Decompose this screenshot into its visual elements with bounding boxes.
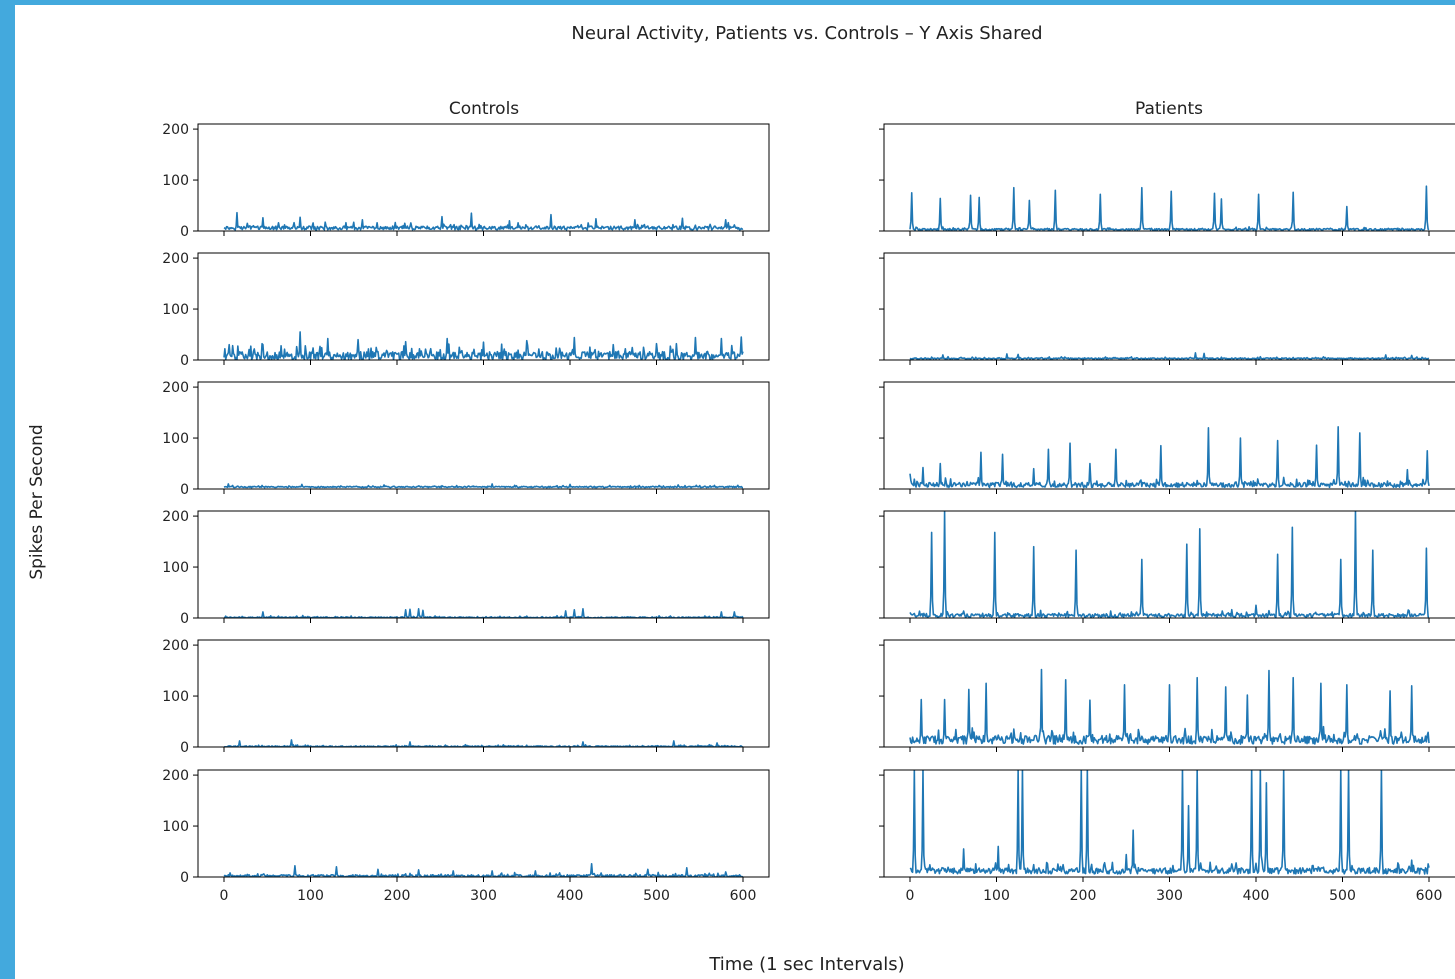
subplot-controls-1: 0 100 200	[162, 122, 770, 240]
column-title-controls: Controls	[449, 99, 519, 119]
y-tick-label: 100	[162, 173, 189, 189]
subplot-patients-5	[879, 639, 1455, 752]
axes-frame	[883, 639, 1455, 748]
subplot-controls-4: 0 100 200	[162, 509, 770, 627]
x-axis-label: Time (1 sec Intervals)	[708, 954, 904, 975]
y-tick-label: 100	[162, 689, 189, 705]
subplot-controls-3: 0 100 200	[162, 380, 770, 498]
x-tick-label: 300	[470, 888, 497, 904]
axes-frame	[883, 381, 1455, 490]
x-tick-label: 100	[297, 888, 324, 904]
y-tick-label: 0	[180, 740, 189, 756]
x-tick-label: 400	[1243, 888, 1270, 904]
series-line	[223, 862, 744, 877]
series-line	[909, 352, 1430, 360]
axes-frame	[883, 252, 1455, 361]
series-line	[909, 770, 1430, 875]
series-line	[223, 739, 744, 747]
y-tick-label: 100	[162, 560, 189, 576]
y-tick-label: 0	[180, 870, 189, 886]
y-tick-label: 200	[162, 509, 189, 525]
x-tick-label: 600	[730, 888, 757, 904]
y-tick-label: 200	[162, 768, 189, 784]
y-axis-label: Spikes Per Second	[27, 424, 47, 579]
axes-frame	[197, 769, 770, 878]
series-line	[223, 608, 744, 618]
y-tick-label: 0	[180, 353, 189, 369]
subplot-grid: 0 100 200 0 100 200 0 100 200 0 100 200 0 100 200 0 100 2…	[162, 122, 1455, 904]
column-title-patients: Patients	[1135, 99, 1203, 119]
x-tick-label: 200	[384, 888, 411, 904]
y-tick-label: 0	[180, 482, 189, 498]
y-tick-label: 200	[162, 380, 189, 396]
subplot-patients-4	[879, 510, 1455, 623]
series-line	[223, 483, 744, 489]
figure-svg: Neural Activity, Patients vs. Controls –…	[27, 23, 1455, 975]
x-tick-label: 100	[983, 888, 1010, 904]
y-tick-label: 200	[162, 251, 189, 267]
x-tick-label: 400	[557, 888, 584, 904]
axes-frame	[197, 123, 770, 232]
y-tick-label: 100	[162, 431, 189, 447]
x-tick-label: 0	[220, 888, 229, 904]
axes-frame	[197, 510, 770, 619]
series-line	[223, 211, 744, 231]
subplot-controls-6: 0 100 200 0 100 200 300 400 500 600	[162, 768, 770, 904]
subplot-patients-2	[879, 252, 1455, 365]
y-tick-label: 100	[162, 302, 189, 318]
series-line	[909, 511, 1430, 618]
x-tick-label: 500	[1329, 888, 1356, 904]
series-line	[909, 426, 1430, 489]
x-tick-label: 200	[1070, 888, 1097, 904]
series-line	[909, 185, 1430, 231]
y-tick-label: 200	[162, 638, 189, 654]
y-tick-label: 100	[162, 819, 189, 835]
subplot-controls-5: 0 100 200	[162, 638, 770, 756]
series-line	[909, 668, 1430, 745]
x-tick-label: 500	[643, 888, 670, 904]
subplot-controls-2: 0 100 200	[162, 251, 770, 369]
axes-frame	[883, 769, 1455, 878]
x-tick-label: 300	[1156, 888, 1183, 904]
x-tick-label: 0	[906, 888, 915, 904]
axes-frame	[197, 639, 770, 748]
subplot-patients-1	[879, 123, 1455, 236]
y-tick-label: 0	[180, 224, 189, 240]
series-line	[223, 331, 744, 360]
y-tick-label: 200	[162, 122, 189, 138]
x-tick-label: 600	[1416, 888, 1443, 904]
subplot-patients-6: 0 100 200 300 400 500 600	[879, 769, 1455, 904]
axes-frame	[883, 123, 1455, 232]
figure-title: Neural Activity, Patients vs. Controls –…	[571, 23, 1042, 44]
figure-canvas: Neural Activity, Patients vs. Controls –…	[15, 5, 1455, 979]
axes-frame	[883, 510, 1455, 619]
axes-frame	[197, 381, 770, 490]
y-tick-label: 0	[180, 611, 189, 627]
subplot-patients-3	[879, 381, 1455, 494]
